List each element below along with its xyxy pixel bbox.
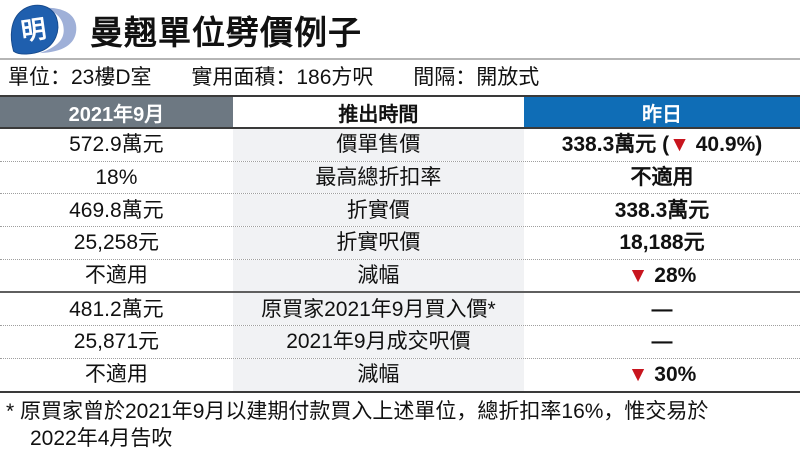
table-row: 572.9萬元 價單售價 338.3萬元 (▼ 40.9%)	[0, 129, 800, 161]
cell-past: 469.8萬元	[0, 194, 233, 227]
meta-unit: 單位：23樓D室	[8, 66, 152, 89]
cell-label: 減幅	[232, 259, 524, 292]
cell-now: —	[523, 326, 800, 358]
table-header-launch-time: 推出時間	[232, 97, 524, 127]
table-header-yesterday: 昨日	[523, 97, 800, 127]
logo-swoosh	[39, 7, 77, 54]
down-arrow-icon: ▼	[627, 264, 649, 288]
title-bar: 明 曼翹單位劈價例子	[0, 0, 800, 58]
footnote-line: * 原買家曾於2021年9月以建期付款買入上述單位，總折扣率16%，惟交易於	[6, 399, 709, 423]
now-text: 18,188元	[619, 231, 705, 255]
down-arrow-icon: ▼	[627, 363, 649, 387]
now-text: —	[651, 297, 673, 321]
down-arrow-icon: ▼	[669, 133, 690, 157]
now-text: 30%	[648, 363, 697, 387]
table-row: 25,258元 折實呎價 18,188元	[0, 226, 800, 259]
footnote-line: 2022年4月告吹	[30, 426, 173, 450]
table-row: 不適用 減幅 ▼ 30%	[0, 357, 800, 391]
cell-past: 不適用	[0, 358, 233, 391]
divider-light	[0, 58, 800, 60]
footnote: * 原買家曾於2021年9月以建期付款買入上述單位，總折扣率16%，惟交易於 2…	[0, 393, 800, 455]
now-text: 不適用	[630, 166, 694, 190]
cell-now: 不適用	[523, 161, 800, 194]
cell-past: 25,871元	[0, 326, 233, 358]
table-row: 不適用 減幅 ▼ 28%	[0, 258, 800, 292]
table-row: 469.8萬元 折實價 338.3萬元	[0, 193, 800, 227]
cell-now: 18,188元	[523, 227, 800, 259]
table-row: 18% 最高總折扣率 不適用	[0, 160, 800, 194]
cell-label: 折實呎價	[232, 227, 524, 259]
table-row: 25,871元 2021年9月成交呎價 —	[0, 325, 800, 358]
cell-past: 25,258元	[0, 227, 233, 259]
mingpao-logo-icon: 明	[10, 4, 77, 55]
table-body: 572.9萬元 價單售價 338.3萬元 (▼ 40.9%) 18% 最高總折扣…	[0, 129, 800, 393]
now-text: 40.9%)	[689, 133, 763, 157]
now-text: —	[651, 330, 673, 354]
cell-now: ▼ 28%	[523, 259, 800, 292]
table-row: 481.2萬元 原買家2021年9月買入價* —	[0, 291, 800, 326]
meta-layout: 間隔：開放式	[413, 66, 540, 89]
logo-bubble	[10, 4, 59, 55]
now-text: 28%	[648, 264, 697, 288]
cell-past: 572.9萬元	[0, 129, 233, 161]
cell-label: 價單售價	[232, 129, 524, 161]
cell-now: ▼ 30%	[523, 358, 800, 391]
cell-past: 不適用	[0, 259, 233, 292]
cell-now: 338.3萬元	[523, 194, 800, 227]
table-header-2021: 2021年9月	[0, 97, 233, 127]
cell-now: —	[523, 293, 800, 326]
cell-now: 338.3萬元 (▼ 40.9%)	[523, 129, 800, 161]
cell-past: 18%	[0, 161, 233, 194]
cell-label: 最高總折扣率	[232, 161, 524, 194]
cell-label: 減幅	[232, 358, 524, 391]
now-text: 338.3萬元 (	[561, 133, 670, 157]
logo-char: 明	[19, 15, 48, 46]
cell-label: 原買家2021年9月買入價*	[232, 293, 524, 326]
meta-area: 實用面積：186方呎	[191, 66, 374, 89]
cell-past: 481.2萬元	[0, 293, 233, 326]
cell-label: 折實價	[232, 194, 524, 227]
unit-meta: 單位：23樓D室 實用面積：186方呎 間隔：開放式	[0, 60, 800, 95]
cell-label: 2021年9月成交呎價	[232, 326, 524, 358]
page-title: 曼翹單位劈價例子	[90, 14, 362, 51]
now-text: 338.3萬元	[614, 198, 710, 222]
table-header-row: 2021年9月 推出時間 昨日	[0, 95, 800, 129]
